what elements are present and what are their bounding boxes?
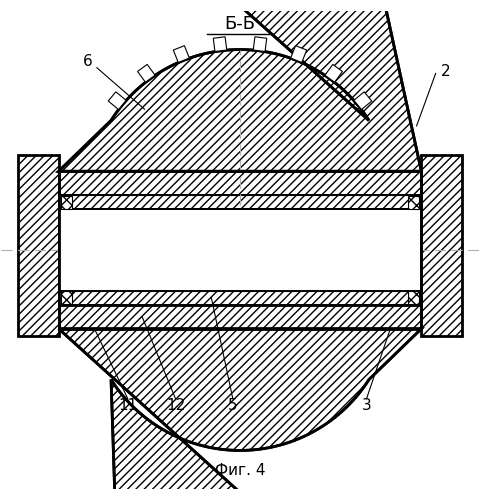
Bar xyxy=(61,196,72,209)
Bar xyxy=(59,172,421,328)
Bar xyxy=(59,195,421,210)
Polygon shape xyxy=(18,154,59,336)
Polygon shape xyxy=(354,92,372,110)
Text: Б-Б: Б-Б xyxy=(225,15,255,33)
Polygon shape xyxy=(173,46,189,62)
Bar xyxy=(59,305,421,328)
Polygon shape xyxy=(421,154,462,336)
Text: 5: 5 xyxy=(228,398,238,412)
Bar xyxy=(408,196,419,209)
Text: Фиг. 4: Фиг. 4 xyxy=(215,463,265,478)
Polygon shape xyxy=(108,92,126,110)
Bar xyxy=(59,305,421,328)
Bar xyxy=(59,172,421,195)
Bar xyxy=(408,290,419,304)
Text: 3: 3 xyxy=(361,398,372,412)
Bar xyxy=(59,172,421,195)
Polygon shape xyxy=(253,37,267,52)
Bar xyxy=(59,210,421,290)
Text: 12: 12 xyxy=(166,398,185,412)
Polygon shape xyxy=(59,0,421,172)
Bar xyxy=(59,290,421,305)
Polygon shape xyxy=(59,0,421,172)
Polygon shape xyxy=(59,328,421,500)
Text: 6: 6 xyxy=(83,54,92,69)
Bar xyxy=(59,290,421,305)
Bar xyxy=(59,290,421,305)
Bar xyxy=(59,172,421,195)
Text: 11: 11 xyxy=(118,398,137,412)
Polygon shape xyxy=(18,154,59,336)
Polygon shape xyxy=(421,154,462,336)
Polygon shape xyxy=(291,46,307,62)
Bar xyxy=(59,305,421,328)
Bar xyxy=(59,195,421,210)
Polygon shape xyxy=(138,64,155,82)
Text: 2: 2 xyxy=(440,64,450,78)
Polygon shape xyxy=(59,328,421,500)
Polygon shape xyxy=(325,64,342,82)
Bar xyxy=(61,290,72,304)
Bar xyxy=(59,195,421,210)
Polygon shape xyxy=(213,37,227,52)
